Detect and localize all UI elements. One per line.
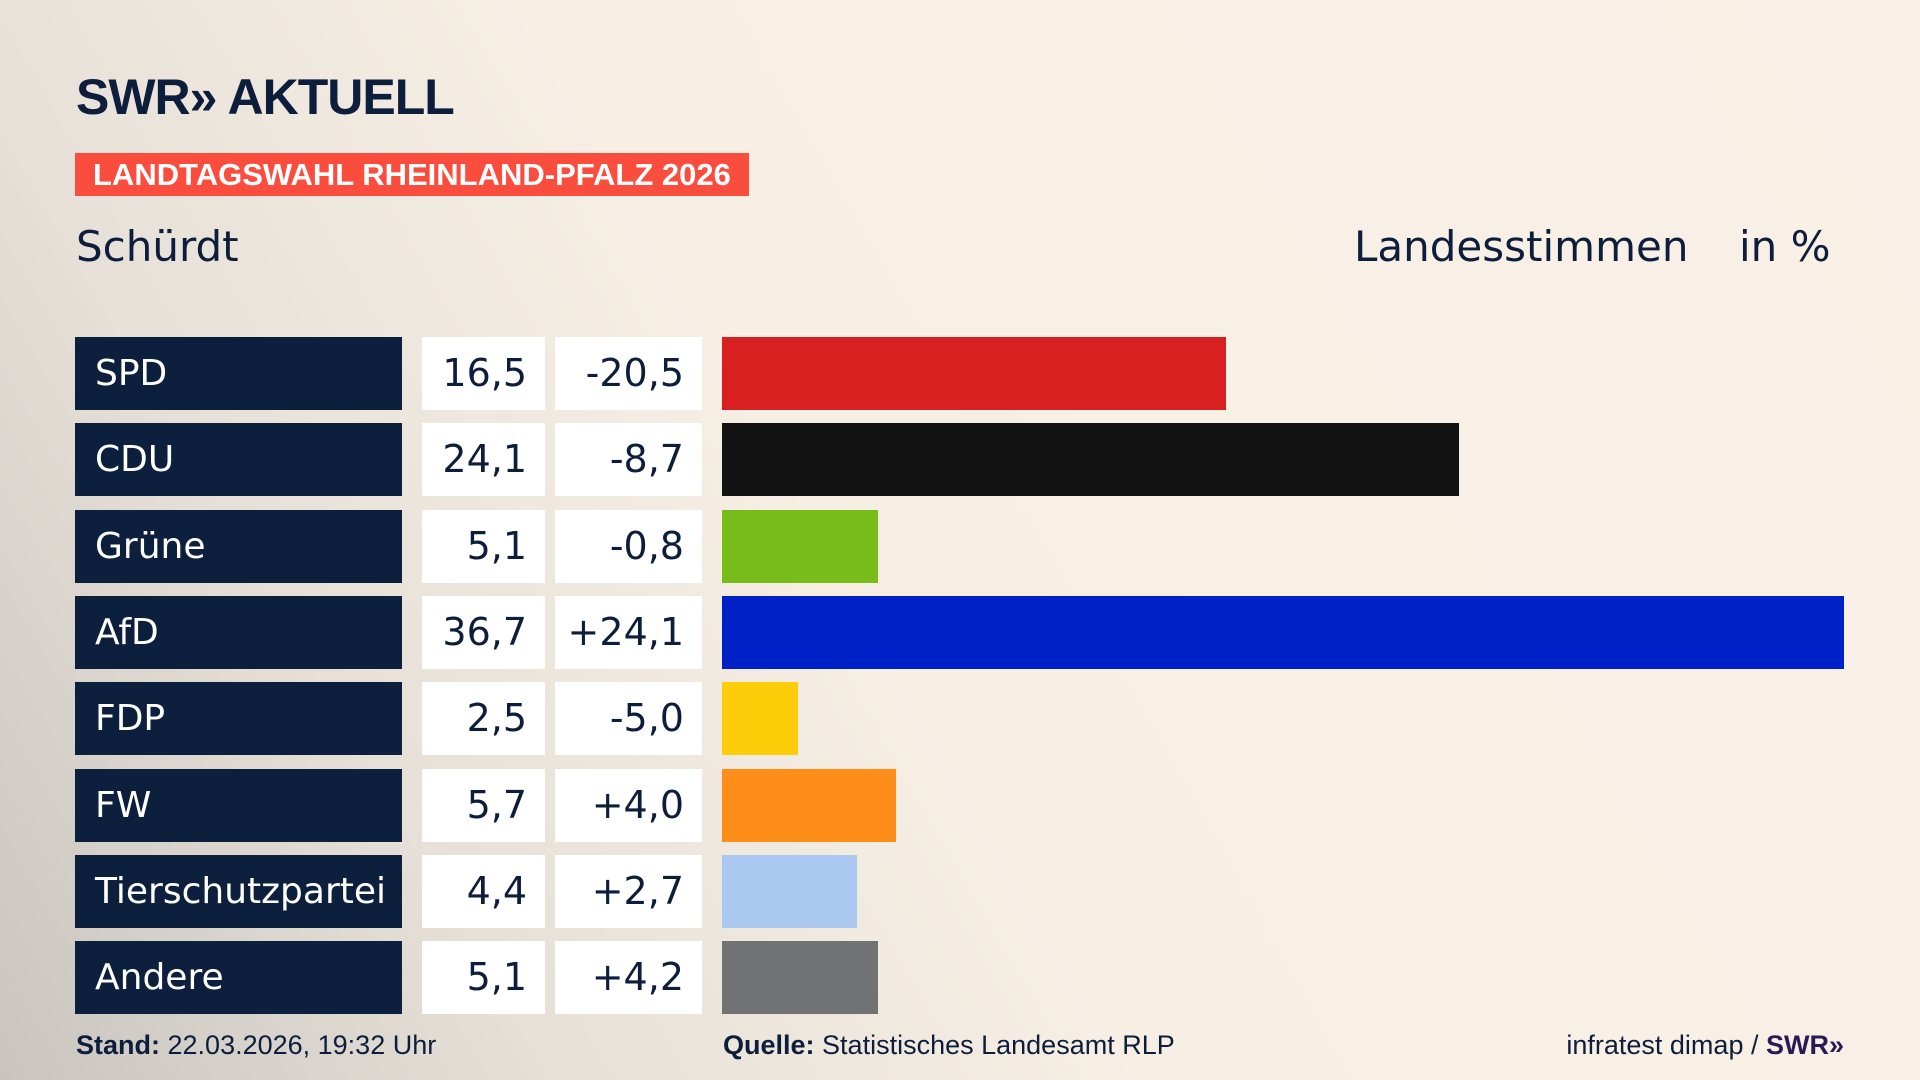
bar-tierschutzpartei [722, 854, 857, 928]
stand-label: Stand: [76, 1030, 160, 1060]
diff-label: -20,5 [555, 337, 702, 410]
party-label: SPD [75, 337, 402, 410]
credit-text: infratest dimap / [1566, 1030, 1759, 1060]
diff-label: +4,0 [555, 768, 702, 842]
party-label: AfD [75, 595, 402, 669]
bar-fw [722, 768, 897, 842]
party-label: Andere [75, 941, 402, 1015]
value-label: 5,7 [422, 768, 545, 842]
diff-label: +2,7 [555, 854, 702, 928]
election-banner: LANDTAGSWAHL RHEINLAND-PFALZ 2026 [75, 153, 749, 196]
unit-label: in % [1739, 222, 1831, 271]
bar-grüne [722, 509, 878, 583]
measure-label: Landesstimmen [1354, 222, 1689, 271]
value-label: 5,1 [422, 509, 545, 583]
value-label: 5,1 [422, 941, 545, 1015]
value-label: 24,1 [422, 423, 545, 497]
stand-value: 22.03.2026, 19:32 Uhr [167, 1030, 437, 1060]
bar-cdu [722, 423, 1459, 497]
diff-label: +4,2 [555, 941, 702, 1015]
diff-label: -8,7 [555, 423, 702, 497]
bar-afd [722, 595, 1844, 669]
bar-fdp [722, 682, 799, 756]
bar-spd [722, 337, 1227, 410]
party-label: FW [75, 768, 402, 842]
value-label: 2,5 [422, 682, 545, 756]
diff-label: +24,1 [555, 595, 702, 669]
value-label: 16,5 [422, 337, 545, 410]
party-label: CDU [75, 423, 402, 497]
party-label: Grüne [75, 509, 402, 583]
value-label: 4,4 [422, 854, 545, 928]
source-label: Quelle: [723, 1030, 815, 1060]
place-title: Schürdt [76, 222, 239, 271]
diff-label: -0,8 [555, 509, 702, 583]
timestamp: Stand: 22.03.2026, 19:32 Uhr [76, 1030, 436, 1061]
diff-label: -5,0 [555, 682, 702, 756]
value-label: 36,7 [422, 595, 545, 669]
swr-aktuell-logo: SWR» AKTUELL [76, 69, 455, 125]
bar-andere [722, 941, 878, 1015]
party-label: FDP [75, 682, 402, 756]
source-value: Statistisches Landesamt RLP [822, 1030, 1175, 1060]
credit: infratest dimap / SWR» [1566, 1030, 1844, 1061]
source: Quelle: Statistisches Landesamt RLP [723, 1030, 1175, 1061]
party-label: Tierschutzpartei [75, 854, 402, 928]
swr-logo: SWR» [1765, 1030, 1844, 1060]
